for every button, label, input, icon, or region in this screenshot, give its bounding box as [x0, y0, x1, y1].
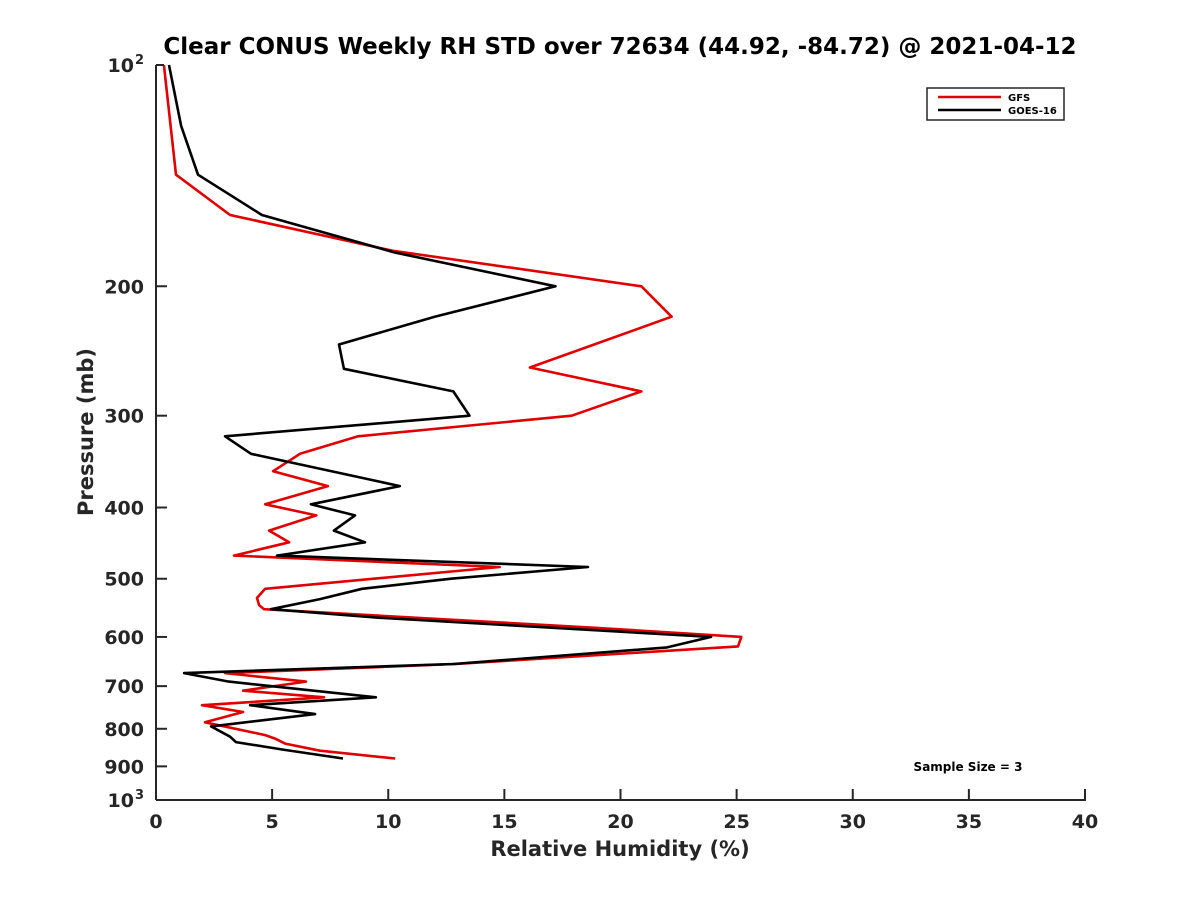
y-tick-exponent: 2 — [135, 53, 144, 68]
series-line-gfs — [162, 64, 743, 760]
sample-size-annotation: Sample Size = 3 — [914, 760, 1023, 774]
chart-title: Clear CONUS Weekly RH STD over 72634 (44… — [163, 34, 1076, 60]
y-axis-label: Pressure (mb) — [74, 348, 98, 516]
y-tick-label: 900 — [104, 756, 144, 778]
x-tick-label: 30 — [840, 811, 866, 833]
y-tick-label: 300 — [104, 406, 144, 428]
x-axis-label: Relative Humidity (%) — [490, 837, 749, 861]
legend-box — [926, 87, 1065, 121]
y-tick-exponent: 3 — [135, 788, 144, 803]
y-tick-label: 200 — [104, 276, 144, 298]
x-tick-label: 20 — [607, 811, 633, 833]
y-tick-label: 500 — [104, 569, 144, 591]
y-tick-label: 600 — [104, 627, 144, 649]
x-tick-label: 5 — [266, 811, 279, 833]
y-tick-label: 10 — [108, 55, 134, 77]
x-tick-label: 10 — [375, 811, 401, 833]
y-tick-label: 400 — [104, 498, 144, 520]
series-line-goes16 — [167, 64, 713, 760]
y-tick-label: 700 — [104, 676, 144, 698]
x-tick-label: 35 — [956, 811, 982, 833]
y-tick-label: 10 — [108, 790, 134, 812]
x-ticks: 0 5 10 15 20 25 30 35 40 — [149, 789, 1098, 833]
legend-label-gfs: GFS — [1008, 93, 1030, 104]
legend: GFS GOES-16 — [926, 87, 1065, 121]
legend-label-goes16: GOES-16 — [1008, 106, 1057, 117]
plot-lines — [162, 64, 743, 760]
x-tick-label: 0 — [149, 811, 162, 833]
x-tick-label: 40 — [1072, 811, 1098, 833]
x-tick-label: 15 — [491, 811, 517, 833]
y-tick-label: 800 — [104, 719, 144, 741]
x-tick-label: 25 — [723, 811, 749, 833]
